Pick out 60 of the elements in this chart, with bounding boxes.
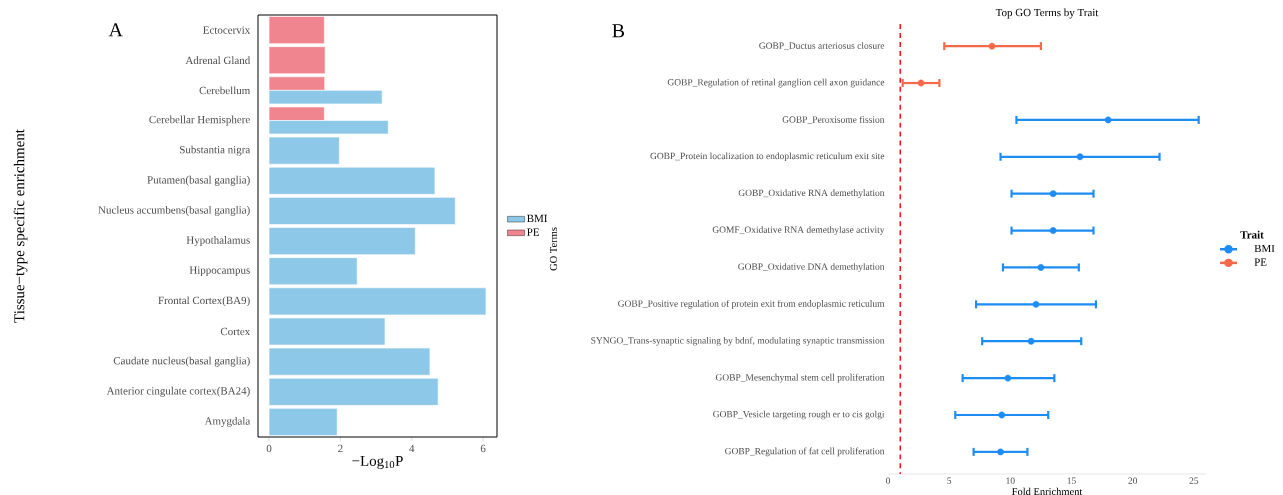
x-tick-label: 25 [1189,477,1199,484]
legend-label: BMI [1254,244,1275,253]
x-tick-label: 6 [480,444,486,453]
y-tick-label: SYNGO_Trans-synaptic signaling by bdnf, modulating synaptic transmission [591,336,885,346]
legend-title: Trait [1240,230,1264,239]
legend-label: PE [1254,258,1267,266]
point [988,42,996,50]
y-tick-label: Cerebellum [199,86,251,95]
y-tick-label: Amygdala [204,416,251,427]
y-tick-label: Hypothalamus [186,236,250,247]
point [1104,116,1112,124]
chart-title: Top GO Terms by Trait [995,8,1099,19]
y-tick-label: Substantia nigra [180,145,251,156]
y-tick-label: GOBP_Ductus arteriosus closure [759,42,885,51]
legend-label: BMI [527,214,548,223]
point [1049,190,1057,198]
y-axis-title: GO Terms [549,227,557,271]
point [1076,153,1084,161]
point [998,411,1006,419]
point [1037,264,1045,271]
y-tick-label: GOBP_Regulation of retinal ganglion cell axon guidance [667,78,885,88]
y-tick-label: GOBP_Oxidative RNA demethylation [738,189,885,198]
x-tick-label: 20 [1128,477,1137,484]
y-tick-label: Cortex [220,327,251,336]
y-tick-label: Putamen(basal ganglia) [147,175,250,186]
text: A [108,23,123,37]
y-tick-label: Ectocervix [203,26,251,34]
legend-label: PE [527,228,539,236]
y-tick-label: Hippocampus [189,266,250,277]
x-tick-label: 0 [266,444,272,453]
point [1049,227,1057,234]
point [1032,300,1040,308]
point [917,79,925,87]
text: B [612,24,624,38]
point [1004,374,1012,382]
point [997,448,1004,456]
y-tick-label: Adrenal Gland [185,56,251,65]
x-axis-title: Fold Enrichment [1012,487,1083,495]
y-tick-label: GOBP_Regulation of fat cell proliferation [725,447,885,457]
x-tick-label: 15 [1067,477,1076,484]
x-axis-title: −Log$_{10}$P [352,456,403,470]
point [1027,337,1035,345]
y-tick-label: GOBP_Protein localization to endoplasmic reticulum exit site [650,152,885,162]
y-tick-label: Frontal Cortex(BA9) [158,296,250,307]
y-tick-label: Cerebellar Hemisphere [149,115,250,126]
y-tick-label: Anterior cingulate cortex(BA24) [106,386,250,397]
y-tick-label: GOBP_Vesicle targeting rough er to cis golgi [713,410,885,420]
y-tick-label: GOBP_Positive regulation of protein exit from endoplasmic reticulum [618,299,885,309]
x-tick-label: 10 [1006,477,1015,484]
x-tick-label: 0 [886,477,891,484]
y-axis-title: Tissue−type specific enrichment [13,129,28,323]
y-tick-label: GOBP_Oxidative DNA demethylation [738,263,885,272]
y-tick-label: Caudate nucleus(basal ganglia) [113,356,250,367]
y-tick-label: GOBP_Mesenchymal stem cell proliferation [715,373,885,383]
x-tick-label: 5 [947,477,952,484]
y-tick-label: Nucleus accumbens(basal ganglia) [98,205,250,216]
x-tick-label: 2 [338,444,343,453]
x-tick-label: 4 [409,444,415,452]
y-tick-label: GOMF_Oxidative RNA demethylase activity [712,226,885,235]
y-tick-label: GOBP_Peroxisome fission [782,115,885,124]
